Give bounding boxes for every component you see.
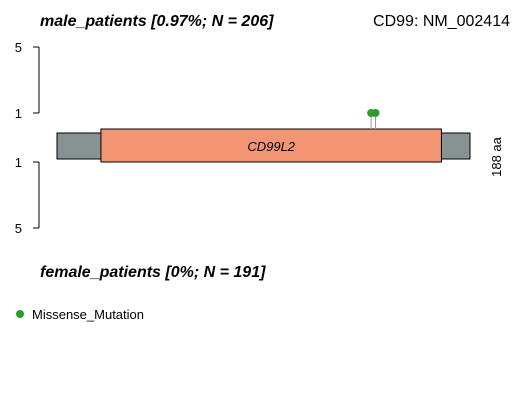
mutation-lollipops: [367, 109, 380, 129]
top-group-title: male_patients [0.97%; N = 206]: [40, 13, 274, 30]
legend-label-missense: Missense_Mutation: [32, 307, 144, 322]
legend-marker-missense: [16, 310, 24, 318]
lollipop-head: [371, 109, 380, 117]
top-axis-tick-label: 1: [15, 106, 22, 121]
bottom-axis-tick-label: 1: [15, 155, 22, 170]
bottom-axis: 1 5: [15, 155, 40, 236]
bottom-group-title: female_patients [0%; N = 191]: [40, 264, 266, 281]
legend: Missense_Mutation: [16, 307, 144, 322]
domain-label: CD99L2: [247, 139, 295, 154]
domain-cd99l2: [100, 128, 442, 163]
top-axis: 5 1: [15, 40, 40, 121]
bottom-axis-tick-label: 5: [15, 221, 22, 236]
domains: CD99L2: [100, 128, 442, 163]
gene-title: CD99: NM_002414: [373, 13, 510, 30]
protein-length-label: 188 aa: [489, 136, 504, 177]
top-axis-tick-label: 5: [15, 40, 22, 55]
